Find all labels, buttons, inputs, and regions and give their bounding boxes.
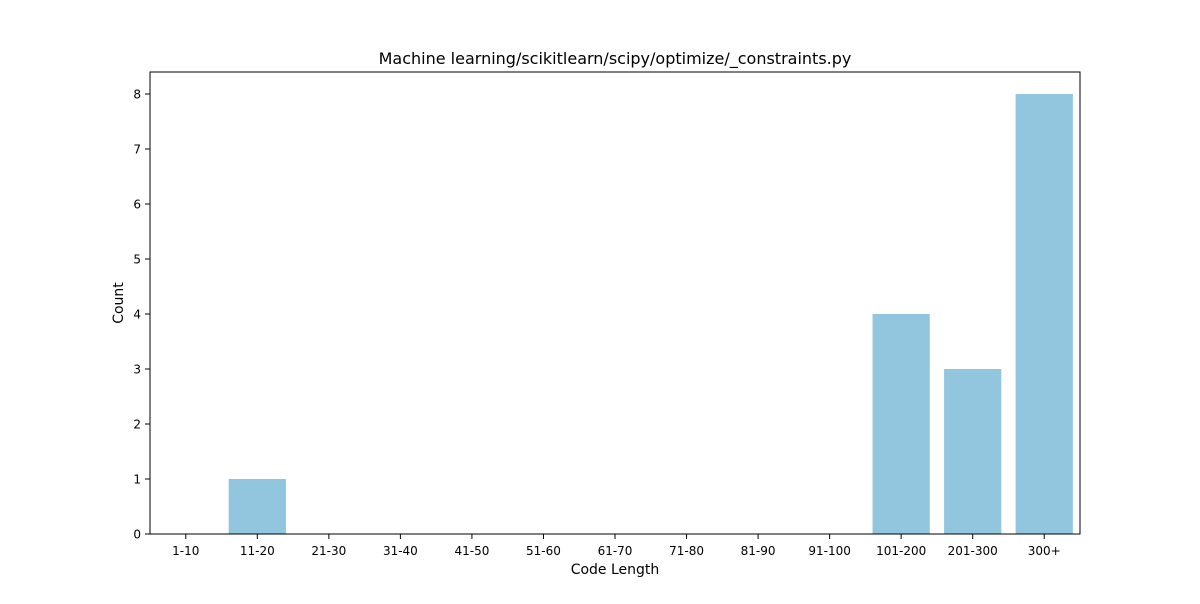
x-tick-label: 81-90 [741,544,776,558]
y-tick-label: 6 [133,198,141,212]
x-tick-label: 61-70 [598,544,633,558]
x-tick-label: 201-300 [948,544,998,558]
x-tick-label: 11-20 [240,544,275,558]
y-tick-label: 2 [133,418,141,432]
x-tick-label: 21-30 [311,544,346,558]
bar-300+ [1015,94,1073,534]
bars-layer [228,94,1073,534]
chart-title: Machine learning/scikitlearn/scipy/optim… [379,49,852,69]
x-tick-label: 300+ [1028,544,1061,558]
y-axis: 0 1 2 3 4 5 6 7 8 [133,88,150,542]
x-tick-label: 51-60 [526,544,561,558]
x-axis: 1-10 11-20 21-30 31-40 41-50 51-60 61-70 71-80 8… [172,534,1061,558]
y-tick-label: 8 [133,88,141,102]
bar-101-200 [872,314,930,534]
plot-frame [149,71,1081,535]
x-axis-label: Code Length [571,562,660,578]
bar-201-300 [944,369,1002,534]
y-tick-label: 4 [133,308,141,322]
x-tick-label: 91-100 [808,544,851,558]
bar-11-20 [228,479,286,534]
x-tick-label: 31-40 [383,544,418,558]
x-tick-label: 41-50 [454,544,489,558]
x-tick-label: 71-80 [669,544,704,558]
y-axis-label: Count [111,282,127,324]
x-tick-label: 101-200 [876,544,926,558]
y-tick-label: 5 [133,253,141,267]
y-tick-label: 0 [133,528,141,542]
x-tick-label: 1-10 [172,544,199,558]
y-tick-label: 7 [133,143,141,157]
y-tick-label: 1 [133,473,141,487]
y-tick-label: 3 [133,363,141,377]
